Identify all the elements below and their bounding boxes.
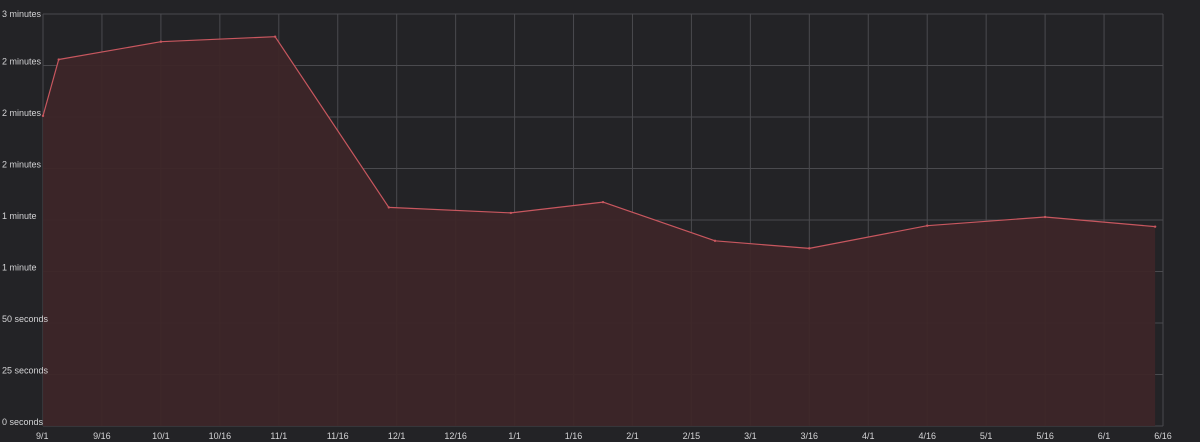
- data-point: [713, 239, 717, 243]
- y-tick-label: 50 seconds: [2, 314, 49, 324]
- x-tick-label: 3/16: [801, 431, 819, 441]
- x-tick-label: 1/16: [565, 431, 583, 441]
- x-tick-label: 3/1: [744, 431, 757, 441]
- y-tick-label: 1 minute: [2, 263, 37, 273]
- y-tick-label: 2 minutes: [2, 57, 42, 67]
- x-tick-label: 5/16: [1036, 431, 1054, 441]
- x-tick-label: 12/1: [388, 431, 406, 441]
- x-tick-label: 10/16: [209, 431, 232, 441]
- data-point: [1153, 225, 1157, 228]
- series-layer: [41, 35, 1157, 426]
- x-tick-label: 2/1: [626, 431, 639, 441]
- data-point: [41, 114, 45, 118]
- data-point: [57, 58, 60, 61]
- y-tick-label: 3 minutes: [2, 9, 42, 19]
- data-point: [601, 200, 605, 204]
- series-line: [42, 36, 1156, 249]
- x-tick-label: 5/1: [980, 431, 993, 441]
- x-tick-label: 12/16: [444, 431, 467, 441]
- data-point: [509, 211, 513, 215]
- x-tick-label: 6/16: [1154, 431, 1172, 441]
- x-tick-label: 1/1: [508, 431, 521, 441]
- y-axis-labels: 0 seconds 25 seconds 50 seconds 1 minute 1 m…: [2, 9, 49, 427]
- data-point: [1043, 215, 1047, 219]
- data-point: [387, 206, 391, 209]
- y-tick-label: 2 minutes: [2, 108, 42, 118]
- x-tick-label: 4/1: [862, 431, 875, 441]
- data-point: [808, 247, 811, 250]
- y-tick-label: 2 minutes: [2, 160, 42, 170]
- y-tick-label: 1 minute: [2, 211, 37, 221]
- x-tick-label: 6/1: [1098, 431, 1111, 441]
- data-point: [926, 224, 929, 227]
- x-tick-label: 10/1: [152, 431, 170, 441]
- y-tick-label: 25 seconds: [2, 366, 49, 376]
- data-point: [273, 35, 277, 38]
- y-tick-label: 0 seconds: [2, 417, 44, 427]
- x-tick-label: 2/15: [683, 431, 701, 441]
- x-tick-label: 9/1: [36, 431, 49, 441]
- x-tick-label: 4/16: [918, 431, 936, 441]
- x-tick-label: 11/1: [270, 431, 287, 441]
- data-point: [159, 40, 163, 43]
- x-tick-label: 11/16: [327, 431, 349, 441]
- x-axis-labels: 9/1 9/16 10/1 10/16 11/1 11/16 12/1 12/16 1/1 1/1…: [36, 431, 1172, 441]
- x-tick-label: 9/16: [93, 431, 111, 441]
- series-area-fill: [43, 36, 1156, 426]
